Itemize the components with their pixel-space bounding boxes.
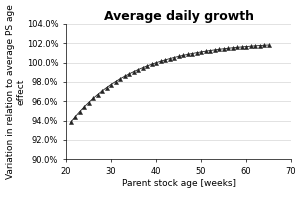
Title: Average daily growth: Average daily growth xyxy=(103,10,254,23)
Y-axis label: Variation in relation to average PS age
effect: Variation in relation to average PS age … xyxy=(6,4,25,179)
X-axis label: Parent stock age [weeks]: Parent stock age [weeks] xyxy=(122,179,236,188)
